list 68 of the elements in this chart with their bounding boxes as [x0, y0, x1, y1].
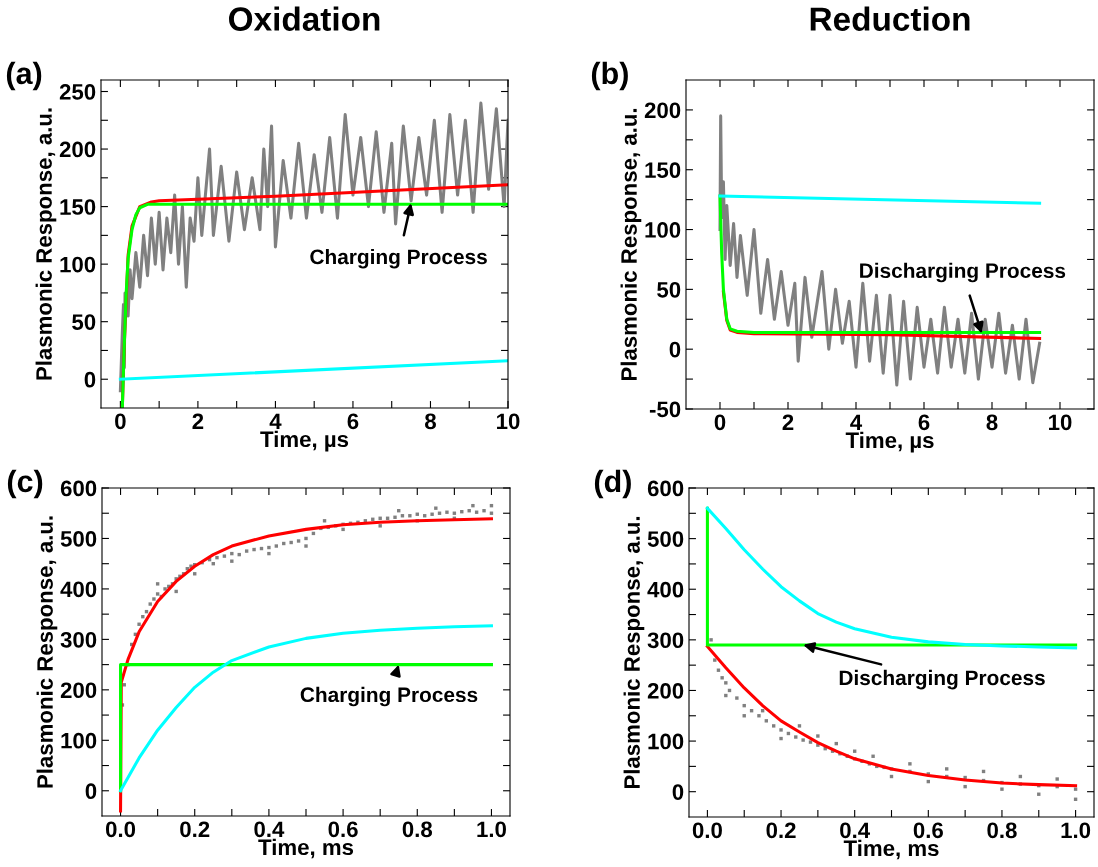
y-tick-label: 100	[645, 222, 681, 238]
y-tick-label: 300	[647, 632, 684, 649]
y-tick-label: 500	[647, 531, 684, 547]
x-tick-label: 0	[714, 414, 726, 431]
x-tick-label: 0.8	[402, 821, 433, 838]
x-tick-label: 0.2	[766, 822, 796, 839]
y-tick-label: 300	[60, 631, 97, 648]
x-tick-label: 0.6	[913, 822, 943, 839]
text: (a)	[6, 61, 42, 91]
y-tick-label: 50	[72, 314, 96, 330]
x-tick-label: 6	[347, 413, 359, 430]
x-tick-label: 8	[425, 413, 436, 430]
y-axis-title: Plasmonic Response, a.u.	[623, 516, 645, 789]
annotation: Discharging Process	[860, 262, 1066, 283]
y-tick-label: 150	[60, 199, 96, 215]
y-tick-label: 200	[59, 141, 96, 158]
x-tick-label: 0.8	[987, 822, 1017, 839]
y-tick-label: 100	[60, 256, 96, 273]
y-tick-label: 200	[60, 682, 97, 699]
x-tick-label: 4	[850, 414, 863, 430]
text: (b)	[591, 61, 628, 91]
x-axis-title: Time, µs	[845, 431, 934, 453]
y-tick-label: 600	[60, 480, 97, 497]
y-tick-label: 0	[84, 371, 96, 388]
x-tick-label: 1.0	[1061, 822, 1091, 839]
y-tick-label: 200	[647, 683, 684, 699]
x-axis-title: Time, ms	[258, 838, 354, 859]
y-tick-label: 0	[85, 783, 97, 800]
x-tick-label: 2	[782, 414, 794, 430]
y-tick-label: 100	[61, 732, 97, 749]
y-tick-label: 600	[647, 480, 684, 497]
x-tick-label: 0.6	[328, 821, 358, 838]
x-tick-label: 2	[192, 413, 204, 429]
y-tick-label: -50	[649, 401, 681, 418]
x-tick-label: 10	[497, 413, 520, 430]
y-tick-label: 250	[59, 84, 96, 100]
chart-title: Reduction	[810, 6, 970, 31]
x-tick-label: 4	[269, 413, 282, 429]
y-tick-label: 500	[60, 531, 97, 547]
y-tick-label: 200	[644, 102, 681, 119]
y-tick-label: 100	[648, 733, 684, 750]
x-tick-label: 6	[918, 414, 930, 431]
y-axis-title: Plasmonic Response, a.u.	[35, 108, 57, 380]
annotation: Discharging Process	[839, 669, 1045, 690]
y-tick-label: 150	[645, 162, 681, 178]
text: (d)	[594, 469, 631, 499]
y-tick-label: 0	[672, 784, 684, 800]
y-tick-label: 0	[669, 341, 681, 358]
x-axis-title: Time, µs	[260, 430, 349, 452]
x-tick-label: 10	[1049, 414, 1072, 431]
y-axis-title: Plasmonic Response, a.u.	[620, 108, 642, 381]
y-axis-title: Plasmonic Response, a.u.	[36, 516, 58, 788]
text: (c)	[7, 469, 43, 499]
x-tick-label: 0	[115, 413, 126, 430]
x-tick-label: 0.4	[254, 821, 285, 838]
x-tick-label: 1.0	[477, 821, 506, 838]
y-tick-label: 400	[647, 581, 684, 598]
y-tick-label: 400	[60, 581, 97, 598]
y-tick-label: 50	[657, 281, 681, 298]
x-tick-label: 0.0	[692, 822, 722, 839]
x-axis-title: Time, ms	[843, 839, 939, 860]
annotation: Charging Process	[310, 248, 487, 269]
x-tick-label: 0.4	[840, 822, 871, 839]
annotation: Charging Process	[300, 686, 478, 707]
x-tick-label: 0.2	[180, 821, 210, 838]
chart-title: Oxidation	[229, 6, 380, 31]
x-tick-label: 8	[986, 414, 998, 431]
x-tick-label: 0.0	[105, 821, 136, 838]
